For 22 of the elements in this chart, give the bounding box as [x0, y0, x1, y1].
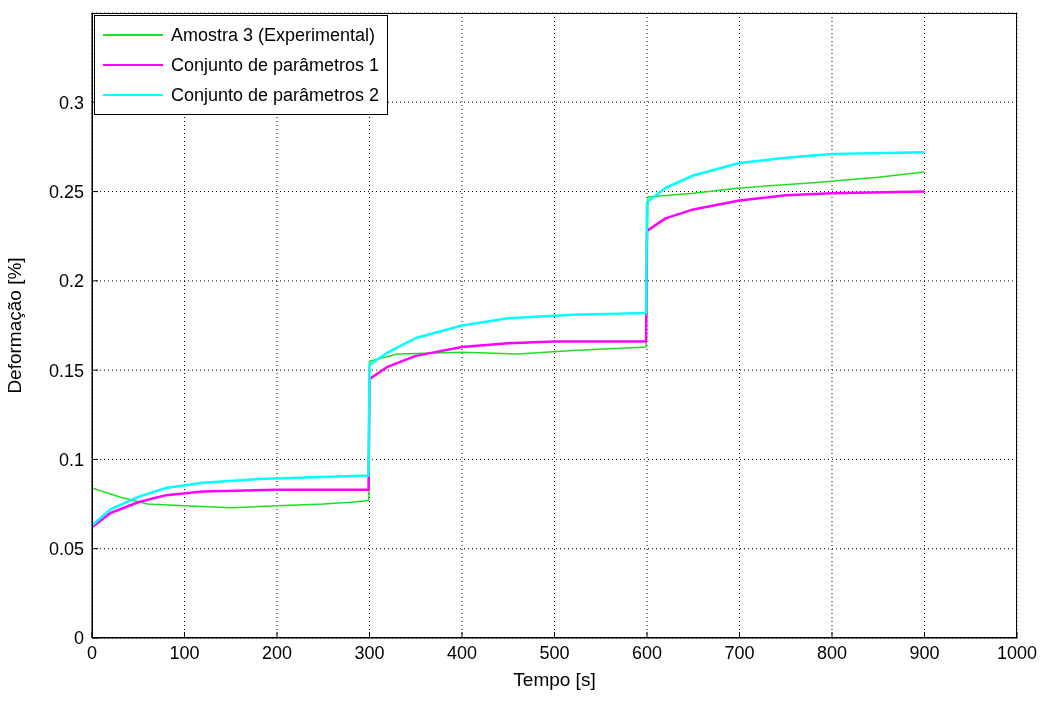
x-tick-label: 1000 [996, 642, 1038, 663]
legend-label: Amostra 3 (Experimental) [171, 24, 376, 47]
legend-label: Conjunto de parâmetros 1 [171, 54, 380, 77]
x-tick-label: 500 [539, 642, 570, 663]
y-tick-label: 0.3 [58, 92, 84, 113]
legend-label: Conjunto de parâmetros 2 [171, 84, 380, 107]
x-tick-label: 300 [354, 642, 385, 663]
y-tick-label: 0.05 [48, 539, 84, 560]
y-tick-label: 0.1 [58, 449, 84, 470]
x-tick-label: 600 [631, 642, 663, 663]
x-tick-label: 700 [724, 642, 755, 663]
y-tick-label: 0 [73, 628, 84, 649]
x-tick-label: 900 [909, 642, 940, 663]
x-tick-label: 800 [816, 642, 848, 663]
y-tick-label: 0.15 [48, 360, 84, 381]
x-tick-label: 100 [169, 642, 200, 663]
y-tick-label: 0.2 [58, 271, 84, 292]
x-axis-title: Tempo [s] [513, 669, 596, 690]
x-tick-label: 200 [261, 642, 293, 663]
y-tick-label: 0.25 [48, 181, 84, 202]
x-tick-label: 400 [446, 642, 478, 663]
x-tick-label: 0 [86, 642, 98, 663]
